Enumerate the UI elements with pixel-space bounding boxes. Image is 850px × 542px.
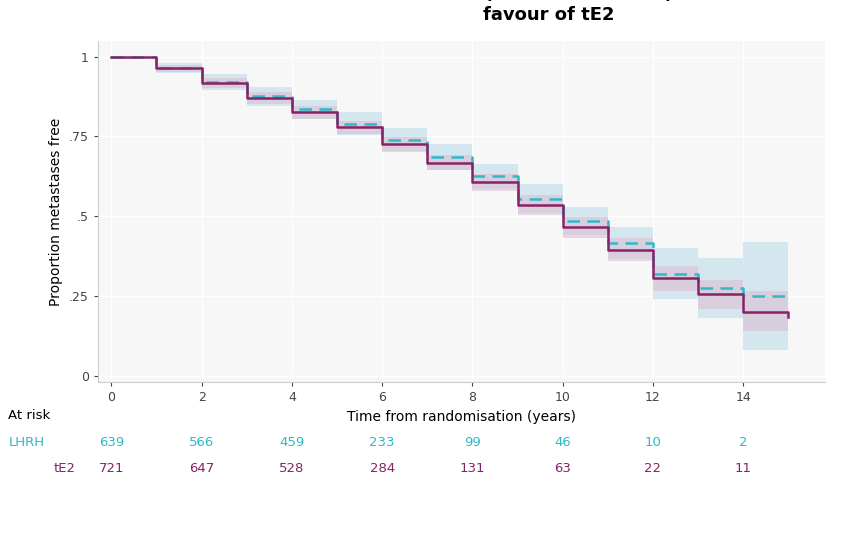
Y-axis label: Proportion metastases free: Proportion metastases free <box>49 117 63 306</box>
Text: 10: 10 <box>644 436 661 449</box>
Text: HR 0.96 (95% CI 0.81-1.14) in
favour of tE2: HR 0.96 (95% CI 0.81-1.14) in favour of … <box>399 0 698 23</box>
Text: 647: 647 <box>189 462 214 475</box>
Text: 131: 131 <box>460 462 485 475</box>
Text: 721: 721 <box>99 462 124 475</box>
Text: 63: 63 <box>554 462 571 475</box>
Text: LHRH: LHRH <box>8 436 44 449</box>
Text: 566: 566 <box>189 436 214 449</box>
Text: 459: 459 <box>280 436 304 449</box>
Text: 99: 99 <box>464 436 481 449</box>
Text: 639: 639 <box>99 436 124 449</box>
Text: At risk: At risk <box>8 409 51 422</box>
Text: tE2: tE2 <box>54 462 76 475</box>
Text: 46: 46 <box>554 436 571 449</box>
Text: 2: 2 <box>739 436 747 449</box>
Text: 528: 528 <box>279 462 304 475</box>
Text: 22: 22 <box>644 462 661 475</box>
Text: 233: 233 <box>370 436 395 449</box>
Text: 284: 284 <box>370 462 394 475</box>
Text: 11: 11 <box>734 462 751 475</box>
X-axis label: Time from randomisation (years): Time from randomisation (years) <box>347 410 575 424</box>
